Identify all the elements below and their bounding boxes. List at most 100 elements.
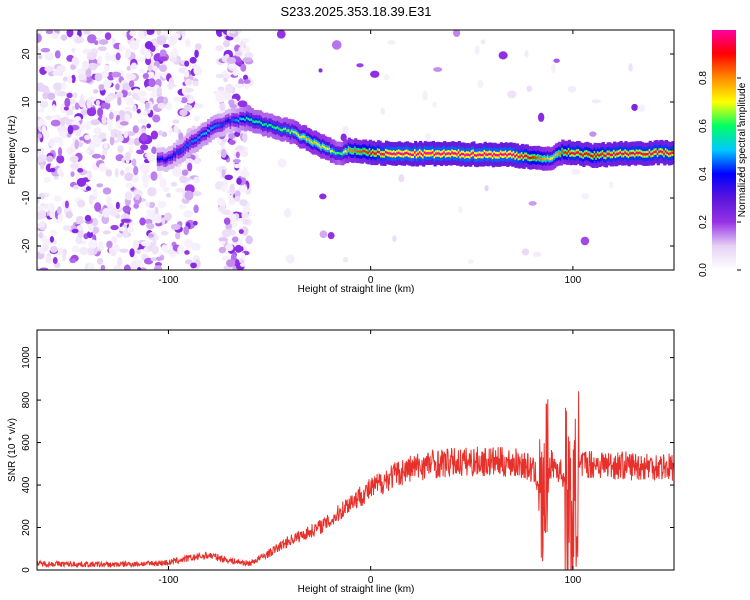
spectral-cell [215,73,224,79]
spectral-cell [589,131,597,137]
spectral-ridge-cell [647,152,651,156]
snr-x-ticks: -100 0 100 [158,330,582,586]
spectral-cell [157,170,163,180]
spectral-cell [117,256,123,267]
spectral-ridge-cell [383,153,387,156]
spectral-cell [218,237,228,242]
spectral-cell [161,244,168,253]
spectral-ridge-cell [328,147,332,151]
spectral-ridge-cell [252,120,256,123]
spectral-cell [128,227,135,233]
spectral-ridge-cell [339,152,343,155]
spectral-cell [124,172,134,182]
spectral-ridge-cell [587,152,591,156]
spectral-ridge-cell [380,152,384,156]
spectral-cell [69,163,80,169]
spectral-ridge-cell [469,154,473,157]
spectral-ridge-cell [295,132,300,135]
spectral-ridge-cell [399,152,403,155]
spectral-ridge-cell [216,124,220,127]
spectral-ridge-cell [545,157,549,161]
spectral-ridge-cell [625,152,630,155]
spectral-cell [144,101,150,110]
spectral-ridge-cell [543,157,547,160]
spectral-cell [170,181,178,187]
spectral-cell [95,99,100,106]
spectral-cell [342,256,349,263]
spectral-ridge-cell [603,154,607,157]
spectral-ridge-cell [344,149,348,153]
spectral-cell [122,32,127,38]
spectral-ridge-cell [378,151,382,154]
x-tick-label: 100 [565,275,582,286]
spectral-ridge-cell [511,154,515,157]
spectral-cell [122,82,132,91]
spectral-ridge-cell [336,151,340,155]
spectral-ridge-cell [362,149,366,153]
spectral-cell [244,82,250,90]
spectral-ridge-cell [439,153,444,156]
spectral-ridge-cell [537,156,541,159]
spectral-cell [138,68,145,74]
spectral-ridge-cell [422,153,426,157]
spectral-cell [100,264,106,270]
spectral-cell [108,112,114,120]
spectral-ridge-cell [614,153,618,156]
spectral-cell [79,136,86,141]
spectral-cell [239,170,250,178]
spectral-ridge-cell [475,154,479,157]
spectral-ridge-cell [318,144,322,147]
spectral-cell [66,30,74,38]
spectral-cell [123,106,134,111]
spectral-ridge-cell [286,129,290,132]
spectral-cell [242,57,253,63]
spectral-cell [194,49,199,58]
spectral-cell [155,256,163,262]
spectral-cell [38,55,43,60]
spectral-cell [184,250,190,255]
spectral-ridge-cell [185,143,190,146]
spectral-cell [115,130,123,137]
spectral-cell [115,83,120,91]
spectral-cell [104,32,112,40]
spectral-cell [159,177,167,188]
spectral-ridge-cell [268,123,272,127]
spectral-cell [242,166,248,172]
spectral-cell [232,158,241,164]
spectral-ridge-cell [569,152,573,155]
spectral-cell [228,197,236,206]
spectral-cell [567,85,577,93]
spectral-ridge-cell [271,125,275,128]
spectral-ridge-cell [541,157,546,161]
spectral-cell [90,119,101,126]
spectral-ridge-cell [237,119,241,123]
spectral-cell [228,140,236,146]
x-tick-label: -100 [158,275,178,286]
y-tick-label: 800 [21,391,32,408]
spectral-cell [528,201,537,206]
spectral-cell [56,206,62,215]
spectral-cell [537,112,545,123]
spectral-ridge-cell [357,150,361,153]
spectral-ridge-cell [507,153,512,156]
spectral-cell [228,132,236,139]
spectral-cell [524,50,529,58]
spectral-cell [221,255,231,261]
y-tick-label: -20 [21,238,32,253]
spectral-cell [137,57,146,62]
spectral-cell [46,155,54,163]
spectral-ridge-cell [359,150,363,154]
spectral-cell [129,30,137,37]
spectral-ridge-cell [456,153,460,156]
spectral-cell [37,156,45,163]
spectral-ridge-cell [514,155,518,158]
spectral-cell [88,141,96,151]
spectral-ridge-cell [567,150,571,153]
spectral-ridge-cell [323,146,327,149]
spectral-cell [133,165,139,176]
spectral-ridge-cell [187,144,191,147]
spectral-ridge-cell [247,117,251,121]
spectral-cell [93,127,102,135]
spectral-ridge-cell [574,152,578,155]
spectral-cell [96,257,104,265]
